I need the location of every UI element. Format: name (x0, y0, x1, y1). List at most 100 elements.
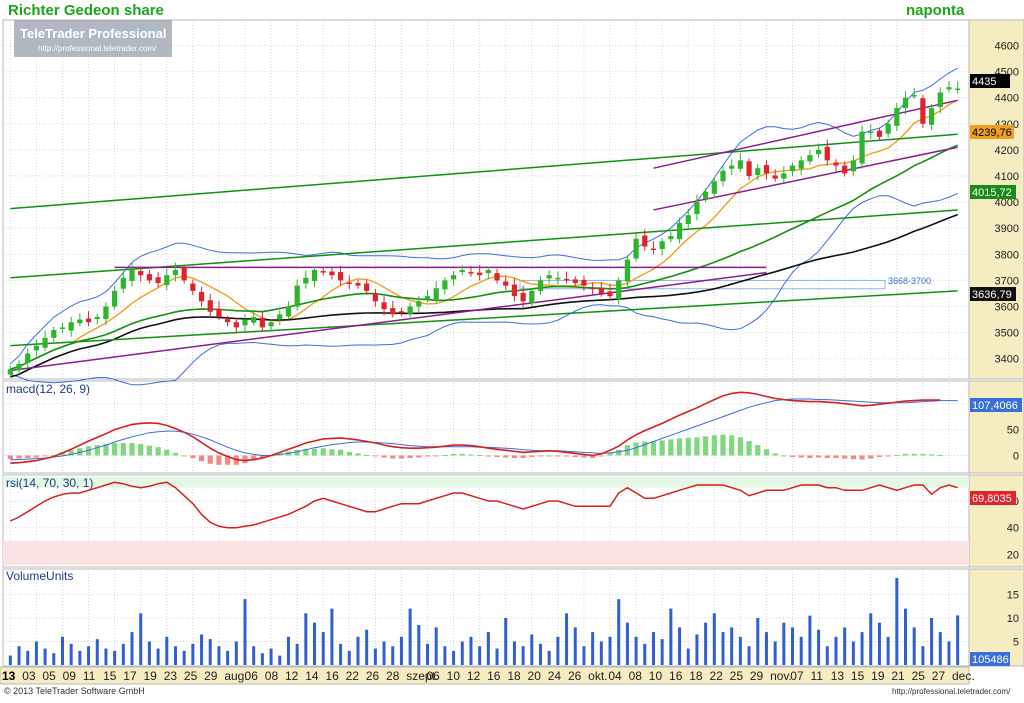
volume-bar (26, 650, 30, 665)
date-tick-label: nov. (770, 669, 792, 683)
volume-bar (156, 648, 160, 665)
macd-tick-label: 50 (1007, 425, 1019, 437)
macd-histogram-bar (833, 455, 839, 459)
volume-bar (504, 618, 508, 665)
candle-body (624, 259, 631, 282)
macd-histogram-bar (364, 454, 370, 456)
volume-bar (721, 632, 725, 665)
macd-histogram-bar (207, 455, 213, 464)
macd-histogram-bar (16, 455, 22, 459)
rsi-axis (968, 474, 1024, 568)
macd-histogram-bar (894, 454, 900, 456)
macd-histogram-bar (885, 455, 891, 457)
volume-bar (512, 641, 516, 665)
footer-url[interactable]: http://professional.teletrader.com/ (892, 687, 1011, 696)
date-tick-label: 14 (305, 669, 319, 683)
candle-body (676, 222, 683, 240)
macd-histogram-bar (763, 449, 770, 456)
volume-bar (278, 655, 282, 665)
price-tick-label: 4600 (995, 40, 1019, 52)
candle-body (642, 235, 648, 247)
candle-body (833, 162, 839, 166)
candle-body (103, 306, 109, 320)
volume-bar (799, 636, 803, 665)
candle-body (320, 271, 326, 273)
macd-histogram-bar (737, 437, 743, 456)
candle-body (16, 363, 22, 371)
date-tick-label: 16 (669, 669, 683, 683)
macd-histogram-bar (537, 455, 544, 457)
macd-histogram-bar (251, 455, 257, 461)
date-tick-label: 06 (426, 669, 440, 683)
candle-body (772, 175, 778, 179)
macd-histogram-bar (598, 455, 604, 457)
candle-body (520, 292, 526, 302)
macd-histogram-bar (103, 444, 109, 456)
macd-histogram-bar (789, 455, 796, 458)
date-tick-label: 03 (22, 669, 36, 683)
price-tick-label: 3800 (995, 249, 1019, 261)
volume-bar (304, 613, 308, 665)
macd-histogram-bar (59, 452, 66, 456)
candle-body (946, 87, 952, 90)
volume-bar (582, 646, 586, 665)
candle-body (407, 306, 413, 314)
date-tick-label: 13 (831, 669, 845, 683)
volume-bar (530, 634, 534, 665)
date-tick-label: 29 (750, 669, 764, 683)
macd-histogram-bar (303, 448, 309, 456)
macd-histogram-bar (68, 450, 74, 456)
channel-purple-lower (653, 146, 958, 211)
macd-histogram-bar (494, 455, 500, 458)
volume-value: 105486 (972, 654, 1009, 666)
date-tick-label: 24 (548, 669, 562, 683)
date-tick-label: 15 (851, 669, 865, 683)
price-tick-label: 3500 (995, 328, 1019, 340)
candle-body (94, 316, 100, 320)
candle-body (181, 267, 187, 281)
candle-body (494, 273, 500, 281)
volume-bar (730, 627, 734, 665)
macd-histogram-bar (807, 455, 813, 459)
date-tick-label: 15 (103, 669, 117, 683)
macd-histogram-bar (398, 455, 405, 459)
volume-bar (556, 636, 560, 665)
volume-bar (825, 646, 829, 665)
candle-body (659, 241, 665, 250)
macd-histogram-bar (181, 455, 187, 457)
candle-body (616, 280, 622, 300)
macd-histogram-bar (511, 455, 518, 459)
last-close-tag: 4435 (970, 74, 1010, 88)
macd-histogram-bar (390, 455, 396, 459)
macd-histogram-bar (225, 455, 231, 465)
date-tick-label: 05 (42, 669, 56, 683)
date-tick-label: 07 (790, 669, 804, 683)
date-tick-label: 17 (123, 669, 137, 683)
candle-body (294, 285, 300, 307)
volume-bar (226, 650, 230, 665)
candle-body (537, 280, 544, 291)
date-tick-label: 22 (709, 669, 723, 683)
date-tick-label: 29 (204, 669, 218, 683)
date-tick-label: okt. (588, 669, 607, 683)
volume-bar (817, 629, 821, 665)
price-panel (2, 19, 970, 380)
copyright: © 2013 TeleTrader Software GmbH (4, 686, 145, 696)
date-tick-label: 23 (164, 669, 178, 683)
macd-histogram-bar (155, 447, 161, 456)
price-tick-label: 3400 (995, 354, 1019, 366)
macd-histogram-bar (616, 449, 622, 456)
candle-body (485, 269, 491, 274)
rsi-overbought-band (3, 477, 969, 488)
trendline-green-lower (10, 290, 958, 347)
candle-body (207, 300, 213, 312)
macd-histogram-bar (590, 455, 596, 459)
date-tick-label: 21 (891, 669, 905, 683)
macd-histogram-bar (676, 438, 683, 456)
volume-axis (968, 568, 1024, 667)
macd-histogram-bar (450, 453, 457, 456)
candle-body (381, 302, 387, 310)
ma-value: 4015,72 (972, 187, 1012, 199)
volume-bar (252, 646, 256, 665)
volume-title: VolumeUnits (6, 569, 73, 583)
